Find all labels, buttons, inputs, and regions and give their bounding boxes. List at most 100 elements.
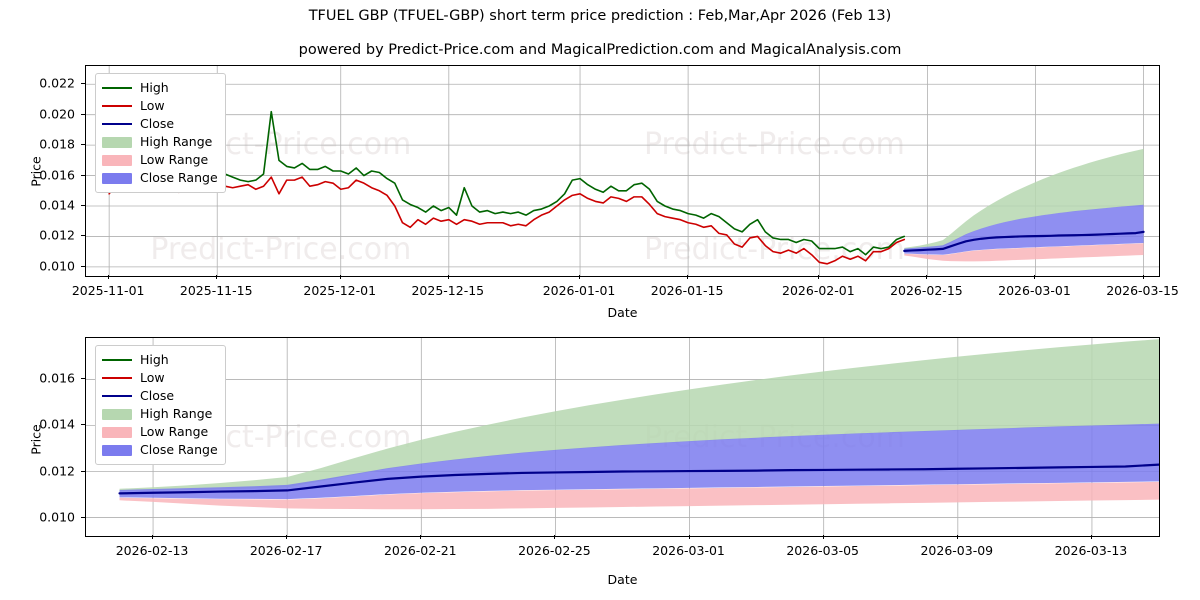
bottom-chart-y-tickmark [81, 378, 85, 380]
bottom-chart-x-tick-label: 2026-02-21 [383, 543, 457, 558]
bottom-chart-legend: High Low Close High Range Low Range Close Ran… [95, 345, 226, 465]
top-chart-x-tickmark [339, 275, 341, 279]
legend-swatch-patch-icon [102, 136, 132, 148]
bottom-chart-x-tick-label: 2026-03-05 [786, 543, 860, 558]
legend-swatch-patch-icon [102, 444, 132, 456]
top-chart-x-tickmark [1034, 275, 1036, 279]
top-chart-x-tickmark [687, 275, 689, 279]
bottom-chart-close-line [118, 463, 1159, 495]
top-chart-legend-item: Close [102, 115, 218, 133]
legend-swatch-patch-icon [102, 408, 132, 420]
bottom-chart-legend-item: Low Range [102, 423, 218, 441]
top-chart-x-tickmark [216, 275, 218, 279]
bottom-chart-x-tick-label: 2026-03-13 [1054, 543, 1128, 558]
top-chart-legend-label: High Range [140, 133, 213, 149]
top-chart-x-axis-label: Date [607, 305, 638, 320]
bottom-chart-legend-item: Low [102, 369, 218, 387]
bottom-chart-x-tickmark [554, 535, 556, 539]
top-chart-y-tickmark [81, 83, 85, 85]
bottom-chart-x-axis-label: Date [607, 572, 638, 587]
top-chart-y-tickmark [81, 265, 85, 267]
bottom-chart-y-tick-label: 0.012 [39, 463, 75, 479]
top-chart-x-tickmark [1142, 275, 1144, 279]
bottom-chart-x-tick-label: 2026-02-25 [518, 543, 591, 558]
top-chart-low-line [108, 144, 906, 265]
bottom-chart-legend-item: Close Range [102, 441, 218, 459]
bottom-chart-x-tick-label: 2026-02-13 [115, 543, 189, 558]
top-chart-svg-canvas: Predict-Price.com Predict-Price.comPredic… [86, 66, 1159, 276]
bottom-chart-y-tickmark [81, 516, 85, 518]
bottom-chart-y-tick-label: 0.016 [39, 370, 75, 386]
bottom-chart-y-tick-label: 0.014 [39, 416, 75, 432]
top-chart-x-tickmark [447, 275, 449, 279]
top-chart-x-tick-label: 2026-01-15 [650, 283, 724, 298]
top-chart-y-tickmark [81, 174, 85, 176]
legend-swatch-line-icon [102, 82, 132, 94]
top-chart-plot-area: Predict-Price.com Predict-Price.com Predic… [86, 66, 1159, 276]
top-chart-legend-item: High Range [102, 133, 218, 151]
top-chart-legend-item: High [102, 79, 218, 97]
bottom-chart-x-tick-label: 2026-03-09 [920, 543, 994, 558]
top-chart-y-tickmark [81, 235, 85, 237]
page-subtitle: powered by Predict-Price.com and Magical… [298, 42, 902, 58]
top-chart-legend-label: Close [140, 115, 175, 131]
bottom-chart-x-tickmark [1090, 535, 1092, 539]
top-chart-x-tick-label: 2026-02-15 [890, 283, 963, 298]
bottom-chart-x-tickmark [822, 535, 824, 539]
top-chart-x-tick-label: 2026-01-01 [542, 283, 616, 298]
bottom-chart-legend-item: Close [102, 387, 218, 405]
top-chart-legend-label: Low Range [140, 151, 209, 167]
bottom-chart-x-tickmark [286, 535, 288, 539]
legend-swatch-line-icon [102, 354, 132, 366]
legend-swatch-patch-icon [102, 172, 132, 184]
bottom-chart-legend-label: Close Range [140, 441, 218, 457]
top-chart-y-tick-label: 0.020 [39, 106, 75, 122]
bottom-chart-x-tick-label: 2026-03-01 [652, 543, 725, 558]
bottom-chart-legend-label: Low [140, 369, 165, 385]
legend-swatch-line-icon [102, 390, 132, 402]
top-chart-high-range-band [904, 148, 1144, 250]
top-chart-y-tick-label: 0.014 [39, 197, 75, 213]
top-chart-y-tick-label: 0.022 [39, 75, 75, 91]
top-chart-watermark: Predict-Price.com [644, 127, 905, 162]
bottom-chart-y-tickmark [81, 424, 85, 426]
top-chart-y-tickmark [81, 144, 85, 146]
bottom-chart-low-range-band [119, 481, 1159, 510]
bottom-chart-legend-label: High Range [140, 405, 213, 421]
top-chart-x-tick-label: 2025-12-15 [411, 283, 485, 298]
top-chart-watermark: Predict-Price.com [150, 232, 411, 267]
top-chart-legend: High Low Close High Range Low Range Close Ran… [95, 73, 226, 193]
top-chart-y-tickmark [81, 205, 85, 206]
top-chart-y-tick-label: 0.016 [39, 167, 75, 183]
bottom-chart-x-tickmark [152, 535, 154, 539]
bottom-chart-x-tickmark [688, 535, 690, 539]
page-title: TFUEL GBP (TFUEL-GBP) short term price p… [308, 8, 892, 24]
top-chart-x-tick-label: 2026-03-15 [1106, 283, 1179, 298]
legend-swatch-patch-icon [102, 426, 132, 438]
top-chart-low-range-band [904, 243, 1144, 262]
legend-swatch-line-icon [102, 372, 132, 384]
top-chart-legend-item: Low Range [102, 151, 218, 169]
top-chart-x-tickmark [108, 275, 110, 279]
top-chart-x-tick-label: 2026-02-01 [782, 283, 855, 298]
legend-swatch-line-icon [102, 118, 132, 130]
top-chart-legend-label: Low [140, 97, 165, 113]
top-chart-y-tick-label: 0.018 [39, 136, 75, 152]
top-chart-legend-item: Close Range [102, 169, 218, 187]
top-chart-x-tick-label: 2026-03-01 [998, 283, 1071, 298]
bottom-chart-y-tickmark [81, 470, 85, 472]
bottom-chart-high-range-band [119, 339, 1159, 492]
legend-swatch-patch-icon [102, 154, 132, 166]
top-chart-y-tick-label: 0.010 [39, 258, 75, 274]
bottom-chart-legend-label: Low Range [140, 423, 209, 439]
top-chart-high-line [108, 81, 906, 256]
top-chart-y-tick-label: 0.012 [39, 227, 75, 243]
top-chart-x-tickmark [818, 275, 820, 279]
bottom-chart-x-tick-label: 2026-02-17 [249, 543, 323, 558]
legend-swatch-line-icon [102, 100, 132, 112]
bottom-chart-legend-item: High Range [102, 405, 218, 423]
top-chart-legend-item: Low [102, 97, 218, 115]
